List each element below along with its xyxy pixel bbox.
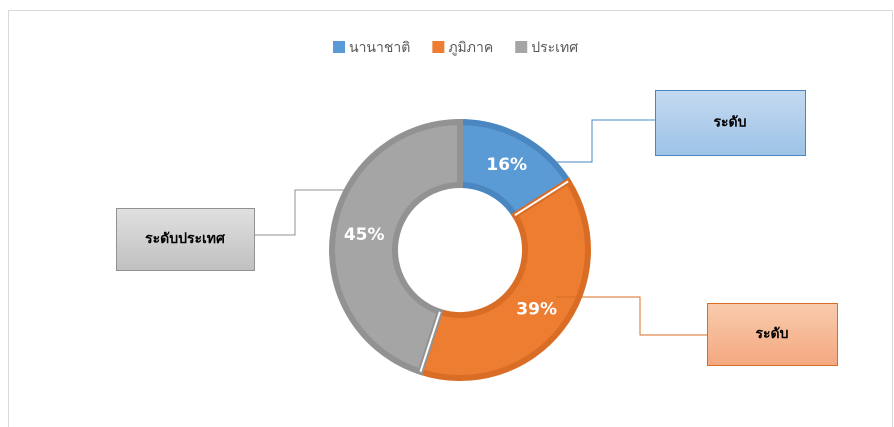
donut-segment <box>329 118 463 376</box>
legend-swatch <box>515 41 528 53</box>
callout-leader <box>555 119 655 163</box>
callout-label: ระดับ <box>755 326 788 342</box>
callout-label: ระดับประเทศ <box>145 231 226 247</box>
data-label: 16% <box>486 155 527 175</box>
callout-box <box>116 208 255 271</box>
legend-label: ภูมิภาค <box>448 40 493 56</box>
legend-label: นานาชาติ <box>349 40 410 56</box>
callout-box <box>707 303 838 366</box>
data-label: 39% <box>516 299 557 319</box>
segment-separator <box>419 311 441 373</box>
donut-segment <box>416 177 591 381</box>
legend-label: ประเทศ <box>531 40 578 56</box>
segment-separator <box>514 180 569 217</box>
callout-box <box>655 90 806 156</box>
data-label: 45% <box>344 225 385 245</box>
callout-leader <box>254 189 345 236</box>
legend-swatch <box>333 41 345 53</box>
callout-leader <box>556 296 707 336</box>
callout-label: ระดับ <box>713 115 746 131</box>
legend-swatch <box>432 41 445 53</box>
